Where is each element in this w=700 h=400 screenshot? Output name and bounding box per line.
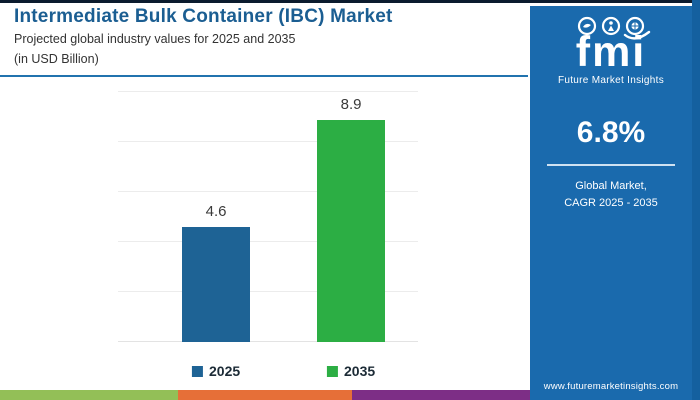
bar-value-label-2025: 4.6 — [205, 203, 227, 220]
footer-stripe-segment-2 — [178, 390, 352, 400]
cagr-value: 6.8% — [576, 115, 646, 149]
bar-value-label-2035: 8.9 — [340, 95, 362, 113]
legend-label-2035: 2035 — [344, 363, 376, 379]
top-border — [0, 0, 700, 3]
gridline-4 — [118, 241, 418, 242]
footer-stripe-segment-1 — [0, 390, 178, 400]
logo-wordmark: fmi — [575, 28, 647, 76]
legend-swatch-2025 — [192, 365, 204, 377]
globe-icon — [625, 16, 645, 36]
header-divider — [0, 75, 528, 77]
bar-2035: 8.9 — [317, 96, 386, 342]
gridline-0 — [118, 341, 418, 342]
chart-legend: 2025 2035 — [118, 363, 418, 381]
cagr-label-line1: Global Market, — [575, 179, 647, 192]
legend-item-2025: 2025 — [192, 363, 240, 379]
cagr-label-line2: CAGR 2025 - 2035 — [564, 196, 658, 209]
chart-subtitle: Projected global industry values for 202… — [14, 32, 296, 46]
gridline-10 — [118, 91, 418, 92]
logo-icons — [530, 16, 692, 40]
gridline-6 — [118, 191, 418, 192]
cagr-divider — [547, 163, 675, 166]
gridline-2 — [118, 291, 418, 292]
bar-chart: 4.6 8.9 — [118, 91, 418, 342]
smile-swoosh-icon — [623, 30, 651, 40]
logo-tagline: Future Market Insights — [557, 74, 665, 86]
panel-edge-strip — [692, 0, 700, 400]
cagr-label: Global Market, CAGR 2025 - 2035 — [530, 178, 692, 212]
brand-panel: fmi Future Market Insights 6.8% Global M… — [530, 6, 692, 400]
page-title: Intermediate Bulk Container (IBC) Market — [14, 6, 393, 27]
legend-item-2035: 2035 — [327, 363, 375, 379]
person-icon — [601, 16, 621, 36]
gridline-8 — [118, 141, 418, 142]
legend-label-2025: 2025 — [209, 363, 241, 379]
unit-note: (in USD Billion) — [14, 51, 99, 66]
legend-swatch-2035 — [327, 365, 339, 377]
fmi-logo: fmi Future Market Insights — [530, 16, 692, 86]
bar-2025: 4.6 — [182, 203, 251, 342]
header: Intermediate Bulk Container (IBC) Market… — [14, 6, 519, 68]
footer-stripe — [0, 390, 530, 400]
footer-stripe-segment-3 — [352, 390, 530, 400]
website-link[interactable]: www.futuremarketinsights.com — [543, 381, 679, 392]
dove-icon — [577, 16, 597, 36]
